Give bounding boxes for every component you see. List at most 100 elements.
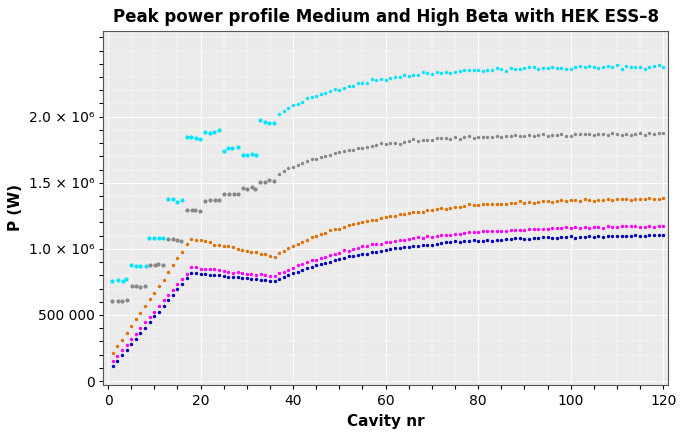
Point [653,130,664,137]
Point [588,198,599,205]
Point [560,65,571,72]
Point [464,67,475,74]
Point [486,66,497,73]
Point [436,240,447,247]
Point [131,263,142,270]
Point [301,158,312,165]
Point [542,225,553,232]
Point [278,168,289,175]
Point [570,234,581,241]
Point [426,70,437,77]
Point [491,133,502,140]
Point [329,86,340,93]
Point [528,234,539,241]
Point [297,238,308,245]
Point [436,205,447,212]
Point [107,350,118,357]
Point [352,244,363,251]
Point [232,143,243,150]
Point [477,68,488,75]
Point [505,236,516,243]
Y-axis label: P (W): P (W) [8,184,23,231]
Point [246,275,257,282]
Point [375,139,386,146]
Point [375,215,386,222]
Point [426,241,437,248]
Point [260,251,271,258]
Point [607,196,618,203]
Point [634,130,645,137]
Point [366,142,377,149]
Point [125,341,136,348]
Point [250,185,261,192]
Point [449,204,460,211]
Point [644,63,655,70]
Point [172,286,183,293]
Point [533,225,544,232]
Point [560,234,571,241]
Point [195,237,206,244]
Point [200,265,211,272]
Point [130,316,141,323]
Point [491,65,502,72]
Point [602,62,613,69]
Point [223,273,234,280]
Point [658,223,669,230]
Point [649,195,660,202]
Point [264,253,275,260]
Point [653,62,664,69]
Point [182,241,192,248]
Point [560,132,571,139]
Point [107,277,118,284]
Point [593,223,604,230]
Point [385,212,396,219]
X-axis label: Cavity nr: Cavity nr [347,414,425,429]
Point [459,230,470,237]
Point [297,266,308,273]
Point [440,231,451,238]
Point [454,203,465,210]
Point [570,63,581,70]
Point [510,66,521,73]
Point [523,131,534,138]
Point [658,194,669,201]
Point [186,263,197,270]
Point [177,281,188,288]
Point [621,130,632,137]
Point [278,247,289,254]
Point [477,228,488,235]
Point [348,82,359,89]
Point [408,209,419,216]
Point [182,206,192,213]
Point [163,236,174,243]
Point [121,329,132,336]
Point [551,65,562,72]
Point [357,80,368,87]
Point [167,261,178,268]
Point [306,264,317,271]
Point [607,224,618,231]
Point [371,248,382,255]
Point [464,201,475,208]
Point [112,298,123,305]
Point [523,225,534,232]
Point [449,238,460,245]
Point [547,225,558,232]
Point [519,200,530,207]
Point [459,238,470,245]
Point [449,230,460,237]
Point [329,257,340,264]
Point [431,232,442,239]
Point [588,132,599,139]
Point [172,281,183,288]
Point [190,237,201,244]
Point [533,65,544,72]
Point [403,236,414,243]
Point [528,226,539,233]
Point [510,131,521,138]
Point [491,236,502,243]
Point [538,198,549,205]
Point [241,274,252,281]
Point [491,227,502,234]
Point [658,64,669,71]
